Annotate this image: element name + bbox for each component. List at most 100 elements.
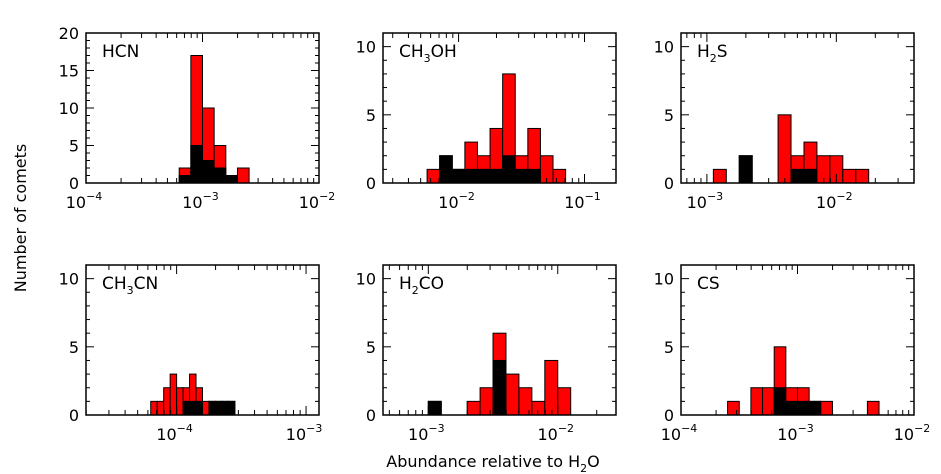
x-tick-label: 10−3 <box>408 422 445 444</box>
panel-3: 0 5 10 10−3 10−2 H2S <box>654 32 915 212</box>
bar-total <box>777 114 792 184</box>
x-tick-label: 10−3 <box>286 422 323 444</box>
y-tick-label: 0 <box>69 406 79 425</box>
y-tick-label: 5 <box>366 338 376 357</box>
bar-subset <box>808 400 822 416</box>
y-tick-label: 10 <box>654 270 674 289</box>
x-tick-label: 10−4 <box>66 190 103 212</box>
bar-subset <box>214 400 223 416</box>
bar-subset <box>464 168 478 184</box>
y-tick-label: 10 <box>654 38 674 57</box>
bar-total <box>842 168 857 184</box>
x-tick-label: 10−2 <box>537 422 574 444</box>
bar-total <box>762 387 775 416</box>
x-axis-title-sub: 2 <box>580 462 587 474</box>
y-tick-label: 0 <box>664 174 674 193</box>
x-tick-label: 10−3 <box>777 422 814 444</box>
bar-subset <box>202 160 215 184</box>
bar-subset <box>803 168 818 184</box>
bar-subset <box>225 175 238 184</box>
bar-total <box>236 167 250 184</box>
bar-total <box>557 387 572 416</box>
bar-total <box>750 387 764 416</box>
x-tick-label: 10−2 <box>816 190 853 212</box>
panel-4: 0 5 10 10−4 10−3 CH3CN <box>59 264 323 444</box>
x-tick-label: 10−3 <box>182 190 219 212</box>
bar-total <box>820 400 833 416</box>
panel-5: 0 5 10 10−3 10−2 H2CO <box>356 264 617 444</box>
bar-total <box>505 373 520 416</box>
x-tick-label: 10−2 <box>299 190 336 212</box>
bar-total <box>866 400 880 416</box>
panel-label: CS <box>697 274 720 294</box>
bar-total <box>531 400 546 416</box>
bar-subset <box>208 400 216 416</box>
bar-total <box>466 400 481 416</box>
x-axis-title-tail: O <box>587 452 600 471</box>
x-axis-title-main: Abundance relative to H <box>386 452 580 471</box>
bar-total <box>169 373 178 416</box>
bar-subset <box>213 167 227 184</box>
bar-subset <box>190 145 204 184</box>
panel-frame <box>382 32 617 184</box>
panel-label: H2CO <box>399 274 444 297</box>
bar-total <box>426 168 441 184</box>
y-tick-label: 10 <box>59 99 79 118</box>
y-tick-label: 10 <box>356 38 376 57</box>
x-tick-label: 10−2 <box>894 422 931 444</box>
bar-total <box>855 168 870 184</box>
y-tick-label: 0 <box>664 406 674 425</box>
x-tick-label: 10−4 <box>661 422 698 444</box>
bar-total <box>544 359 559 416</box>
bar-total <box>202 400 210 416</box>
bar-subset <box>189 400 197 416</box>
bar-subset <box>773 387 787 416</box>
y-tick-label: 10 <box>356 270 376 289</box>
panel-grid: 0 5 10 15 20 10−4 10−3 10−2 HCN 0 5 10 10−2 10−1 CH3OH… <box>59 24 931 444</box>
y-tick-label: 20 <box>59 24 79 43</box>
y-tick-label: 15 <box>59 62 79 81</box>
y-tick-label: 5 <box>69 137 79 156</box>
x-tick-label: 10−4 <box>156 422 193 444</box>
panel-label: CH3CN <box>102 274 158 297</box>
y-axis-title: Number of comets <box>11 144 30 293</box>
y-tick-label: 0 <box>366 406 376 425</box>
bar-subset <box>221 400 229 416</box>
y-tick-label: 0 <box>366 174 376 193</box>
bar-total <box>727 400 740 416</box>
y-tick-label: 5 <box>664 338 674 357</box>
panel-frame <box>85 264 320 416</box>
y-tick-label: 5 <box>366 106 376 125</box>
x-tick-label: 10−1 <box>564 190 601 212</box>
bar-total <box>176 387 184 416</box>
bar-subset <box>427 400 442 416</box>
bar-total <box>518 387 533 416</box>
y-tick-label: 0 <box>69 174 79 193</box>
bar-subset <box>502 155 516 184</box>
bar-subset <box>178 175 192 184</box>
panel-label: H2S <box>697 42 728 65</box>
bar-subset <box>492 359 507 416</box>
bar-subset <box>182 400 191 416</box>
x-tick-label: 10−2 <box>438 190 475 212</box>
bar-subset <box>476 168 491 184</box>
bar-total <box>712 168 727 184</box>
y-tick-label: 5 <box>69 338 79 357</box>
panel-label: HCN <box>102 42 139 62</box>
bar-subset <box>797 400 810 416</box>
bar-total <box>552 168 567 184</box>
y-tick-label: 10 <box>59 270 79 289</box>
panel-label: CH3OH <box>399 42 457 65</box>
panel-1: 0 5 10 15 20 10−4 10−3 10−2 HCN <box>59 24 336 212</box>
panel-frame <box>382 264 617 416</box>
y-tick-label: 5 <box>664 106 674 125</box>
bar-subset <box>514 168 529 184</box>
bar-subset <box>227 400 236 416</box>
x-axis-title: Abundance relative to H2O <box>386 452 599 474</box>
bar-total <box>479 387 494 416</box>
panel-2: 0 5 10 10−2 10−1 CH3OH <box>356 32 617 212</box>
panel-6: 0 5 10 10−4 10−3 10−2 CS <box>654 264 931 444</box>
bar-subset <box>195 400 203 416</box>
bar-total <box>156 400 165 416</box>
